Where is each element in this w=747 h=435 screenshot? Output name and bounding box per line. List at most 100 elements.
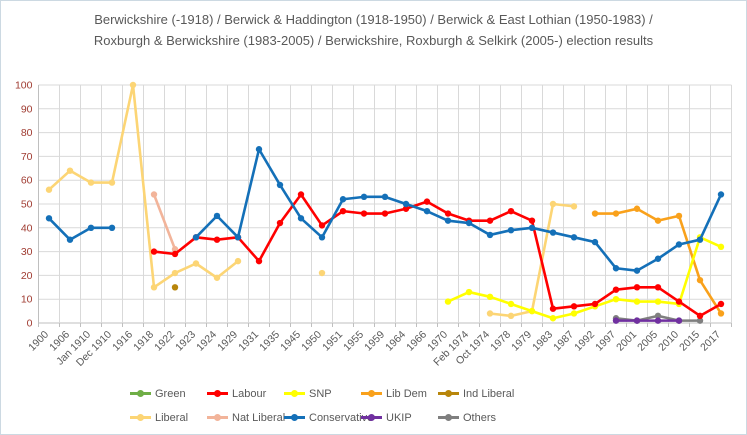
x-tick-label: 1950 (299, 329, 324, 354)
legend-label: SNP (309, 387, 332, 400)
legend-item-others: Others (438, 408, 515, 427)
x-tick-label: 1945 (278, 329, 303, 354)
series-point-conservative (381, 193, 389, 201)
series-point-labour (570, 303, 578, 310)
legend-label: Labour (232, 387, 267, 400)
series-point-ukip (612, 317, 620, 324)
legend-marker-dot-icon (137, 414, 144, 422)
x-tick-label: 1992 (572, 329, 597, 354)
series-point-conservative (717, 191, 725, 198)
series-line-conservative (47, 216, 114, 241)
series-point-conservative (633, 267, 641, 274)
series-line-snp (446, 236, 723, 320)
series-point-conservative (465, 219, 473, 227)
x-tick-label: 1931 (236, 329, 261, 354)
legend-marker-icon (361, 414, 382, 422)
legend-marker-icon (207, 414, 228, 422)
series-point-liberal (129, 81, 137, 89)
series-point-nat-liberal (150, 191, 158, 198)
series-point-liberal (150, 284, 158, 291)
series-point-snp (549, 315, 557, 322)
x-tick-label: 1900 (26, 329, 51, 354)
series-point-conservative (108, 224, 116, 231)
legend-label: Conservative (309, 411, 374, 424)
x-tick-label: 1922 (152, 329, 177, 354)
series-point-lib-dem (591, 210, 599, 217)
legend-label: Others (463, 411, 497, 424)
series-point-labour (591, 300, 599, 308)
series-point-snp (465, 288, 473, 296)
legend-marker-dot-icon (291, 390, 298, 398)
y-tick-label: 50 (21, 199, 33, 211)
series-point-lib-dem (696, 276, 704, 284)
series-point-snp (717, 243, 725, 251)
series-point-conservative (612, 265, 620, 272)
legend-marker-icon (361, 390, 382, 398)
series-point-liberal (87, 179, 95, 186)
series-point-conservative (486, 231, 494, 239)
series-point-conservative (66, 236, 74, 243)
series-point-others (654, 312, 662, 320)
x-tick-label: 1923 (173, 329, 198, 354)
series-point-labour (633, 284, 641, 291)
legend-item-green: Green (130, 384, 207, 403)
legend-marker-icon (207, 390, 228, 398)
series-point-conservative (318, 234, 326, 241)
series-point-conservative (276, 181, 284, 189)
legend-marker-icon (284, 390, 305, 398)
series-line-liberal (47, 83, 240, 289)
series-point-conservative (87, 224, 95, 231)
legend-item-nat-liberal: Nat Liberal (207, 408, 286, 427)
series-point-conservative (297, 215, 305, 222)
series-point-liberal (570, 203, 578, 210)
legend-marker-dot-icon (291, 414, 298, 422)
series-point-labour (696, 312, 704, 320)
legend-item-ind-liberal: Ind Liberal (438, 384, 515, 403)
x-tick-label: 1979 (509, 329, 534, 354)
series-point-lib-dem (675, 212, 683, 220)
series-point-labour (612, 286, 620, 293)
x-tick-label: 1987 (551, 329, 576, 354)
series-point-labour (381, 210, 389, 217)
legend-marker-dot-icon (137, 390, 144, 398)
series-line-nat-liberal (152, 193, 177, 251)
series-point-conservative (507, 226, 515, 234)
series-point-conservative (255, 146, 263, 153)
legend-marker-dot-icon (368, 414, 375, 422)
legend-marker-icon (130, 414, 151, 422)
series-point-ukip (633, 317, 641, 324)
x-tick-label: 1918 (131, 329, 156, 354)
x-tick-label: 1978 (488, 329, 513, 354)
series-point-snp (507, 300, 515, 308)
series-point-conservative (192, 234, 200, 241)
series-point-nat-liberal (171, 246, 179, 253)
y-tick-label: 10 (21, 294, 33, 306)
legend-label: UKIP (386, 411, 412, 424)
series-point-liberal (192, 260, 200, 267)
series-point-labour (255, 257, 263, 265)
legend-item-snp: SNP (284, 384, 361, 403)
x-tick-label: 1935 (257, 329, 282, 354)
y-tick-label: 20 (21, 270, 33, 282)
series-point-liberal (318, 269, 326, 277)
y-tick-label: 40 (21, 222, 33, 234)
series-point-ind-liberal (171, 284, 179, 291)
series-point-others (696, 317, 704, 324)
series-point-labour (360, 210, 368, 217)
series-point-lib-dem (654, 217, 662, 224)
y-tick-label: 100 (15, 80, 33, 92)
series-point-labour (654, 284, 662, 291)
series-point-conservative (213, 212, 221, 220)
y-tick-label: 70 (21, 151, 33, 163)
legend-label: Nat Liberal (232, 411, 286, 424)
legend-item-ukip: UKIP (361, 408, 438, 427)
series-point-labour (150, 248, 158, 255)
series-point-ukip (654, 317, 662, 324)
y-tick-label: 90 (21, 103, 33, 115)
series-point-conservative (423, 207, 431, 215)
series-point-conservative (549, 229, 557, 236)
series-point-snp (612, 296, 620, 303)
series-point-labour (276, 219, 284, 227)
